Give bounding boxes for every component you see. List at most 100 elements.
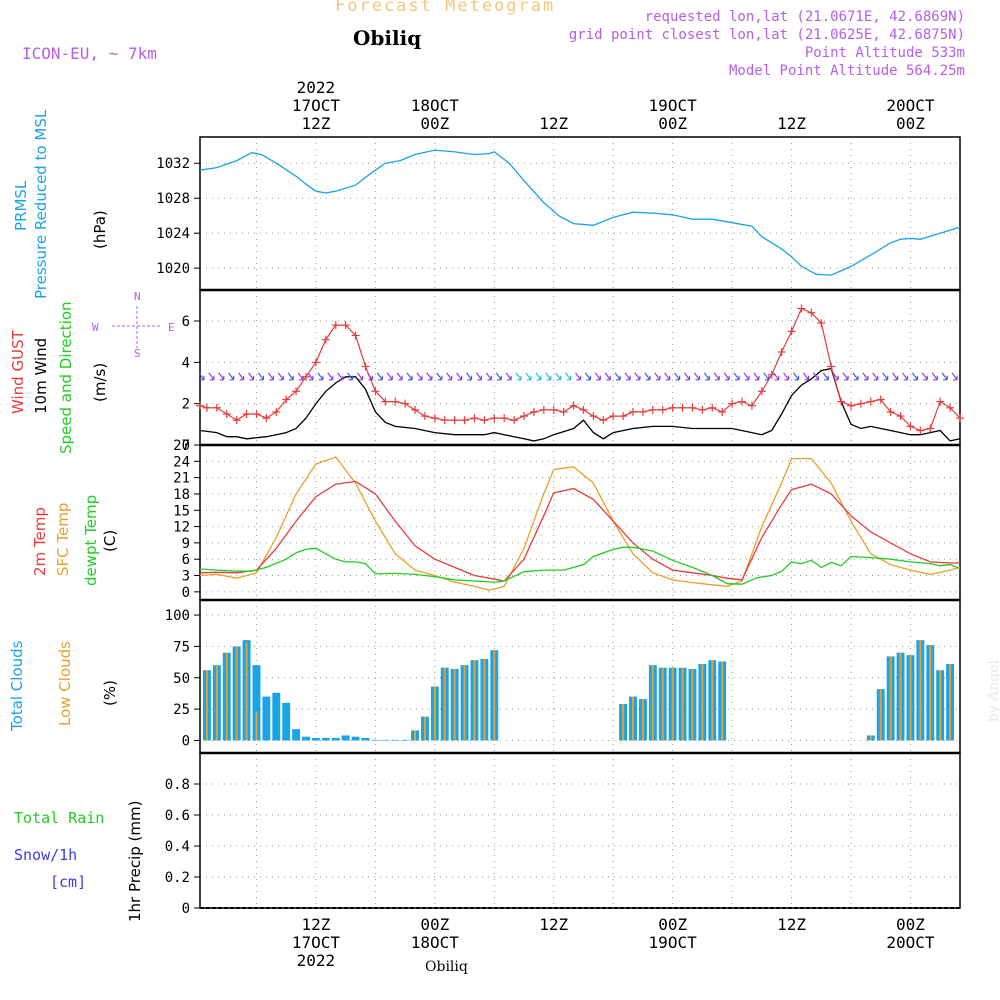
y-tick-label: 6 [182, 314, 190, 330]
wind-direction-arrow [267, 372, 274, 381]
total-cloud-bar [371, 739, 380, 741]
top-time-label: 12Z [539, 114, 568, 133]
low-cloud-bar [463, 665, 466, 741]
wind-direction-arrow [406, 372, 413, 381]
y-tick-label: 0.6 [165, 808, 190, 824]
wind-direction-arrow [872, 372, 879, 381]
wind-direction-arrow [852, 372, 859, 381]
wind-direction-arrow [644, 372, 651, 381]
low-cloud-bar [671, 667, 674, 741]
y-tick-label: 9 [182, 536, 190, 552]
compass-south: S [134, 347, 141, 360]
bottom-time-label: 18OCT [411, 933, 460, 952]
y-tick-label: 25 [173, 702, 190, 718]
wind-direction-arrow [951, 372, 958, 381]
wind-direction-arrow [674, 372, 681, 381]
wind-direction-arrow [565, 372, 572, 381]
wind-direction-arrow [396, 372, 403, 381]
low-cloud-bar [711, 660, 714, 741]
panel-frame [199, 752, 961, 909]
top-time-label: 12Z [777, 114, 806, 133]
wind-direction-arrow [783, 372, 790, 381]
label-total-rain: Total Rain [14, 809, 105, 827]
t2m-line [199, 480, 960, 582]
compass-north: N [134, 290, 141, 303]
top-time-label: 00Z [658, 114, 687, 133]
low-cloud-bar [661, 667, 664, 741]
wind-direction-arrow [416, 372, 423, 381]
y-tick-label: 1028 [156, 191, 190, 207]
low-cloud-bar [721, 661, 724, 741]
top-time-label: 2022 [297, 78, 336, 97]
wind-direction-arrow [208, 372, 215, 381]
y-tick-label: 1032 [156, 156, 190, 172]
panel-frame [199, 599, 961, 754]
low-cloud-bar [681, 667, 684, 741]
wind-direction-arrow [317, 372, 324, 381]
wind-direction-arrow [287, 372, 294, 381]
wind-direction-arrow [793, 372, 800, 381]
wind-direction-arrow [802, 372, 810, 381]
chart-title: Forecast Meteogram [335, 0, 556, 16]
wind-speed-line [199, 367, 961, 442]
bottom-time-label: 12Z [539, 915, 568, 934]
total-cloud-bar [272, 692, 281, 741]
location-title: Obiliq [353, 26, 422, 50]
wind-direction-arrow [456, 372, 463, 381]
bottom-time-label: 00Z [896, 915, 925, 934]
bottom-time-label: 12Z [777, 915, 806, 934]
wind-direction-arrow [366, 372, 374, 381]
label-snow: Snow/1h [14, 846, 78, 864]
bottom-time-label: 17OCT [292, 933, 341, 952]
panel-frame [199, 444, 961, 601]
wind-direction-arrow [842, 372, 849, 381]
total-cloud-bar [252, 665, 261, 741]
low-cloud-bar [641, 699, 644, 741]
model-label: ICON-EU, ~ 7km [22, 44, 157, 63]
total-cloud-bar [381, 739, 390, 741]
low-cloud-bar [443, 667, 446, 741]
bottom-time-label: 19OCT [649, 933, 698, 952]
wind-direction-arrow [604, 372, 611, 381]
wind-direction-arrow [723, 372, 730, 381]
wind-direction-arrow [594, 372, 601, 381]
low-cloud-bar [949, 663, 952, 741]
wind-direction-arrow [277, 372, 284, 381]
total-cloud-bar [282, 702, 291, 741]
wind-direction-arrow [911, 372, 919, 381]
model-altitude: Model Point Altitude 564.25m [728, 63, 965, 79]
bottom-time-label: 2022 [297, 951, 336, 970]
wind-direction-arrow [882, 372, 889, 381]
total-cloud-bar [331, 737, 340, 741]
wind-direction-arrow [475, 372, 483, 381]
low-cloud-bar [215, 665, 218, 741]
wind-direction-arrow [753, 372, 760, 381]
y-tick-label: 27 [173, 438, 190, 454]
wind-direction-arrow [614, 372, 621, 381]
footer-location: Obiliq [425, 959, 468, 975]
sfc-temp-line [199, 456, 961, 591]
low-cloud-bar [473, 660, 476, 741]
low-cloud-bar [899, 652, 902, 741]
y-tick-label: 4 [182, 355, 190, 371]
bottom-time-label: 00Z [658, 915, 687, 934]
low-cloud-bar [651, 665, 654, 741]
low-cloud-bar [632, 696, 635, 741]
low-cloud-bar [255, 711, 258, 741]
low-cloud-bar [493, 650, 496, 741]
wind-direction-arrow [257, 372, 265, 381]
top-time-label: 12Z [301, 114, 330, 133]
y-tick-label: 21 [173, 471, 190, 487]
total-cloud-bar [311, 737, 320, 741]
top-time-label: 18OCT [411, 96, 460, 115]
low-cloud-bar [919, 640, 922, 741]
low-cloud-bar [909, 655, 912, 741]
wind-direction-arrow [584, 372, 592, 381]
wind-direction-arrow [743, 372, 750, 381]
y-tick-label: 0 [182, 901, 190, 917]
wind-direction-arrow [218, 372, 225, 381]
requested-coords: requested lon,lat (21.0671E, 42.6869N) [644, 9, 965, 25]
wind-direction-arrow [337, 372, 344, 381]
bottom-time-label: 12Z [301, 915, 330, 934]
y-tick-label: 6 [182, 552, 190, 568]
